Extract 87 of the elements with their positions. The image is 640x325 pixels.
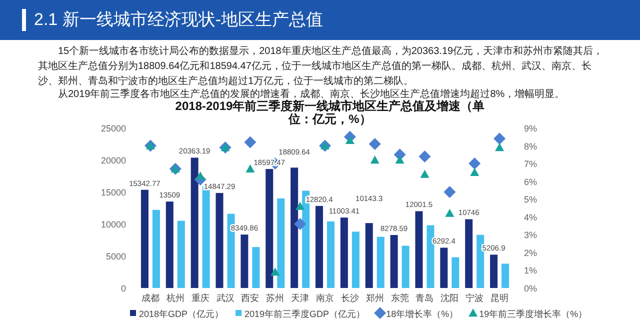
point: [418, 150, 431, 162]
point: [270, 268, 280, 276]
bar: [277, 198, 285, 288]
y2-tick-label: 0%: [524, 284, 538, 294]
y-tick-label: 0: [120, 284, 126, 294]
bar: [316, 206, 323, 288]
bar: [140, 190, 148, 288]
point: [370, 156, 380, 164]
chart-title: 2018-2019年前三季度新一线城市地区生产总值及增速（单位：亿元，%）: [174, 99, 486, 126]
y2-tick-label: 2%: [524, 248, 538, 258]
bar: [465, 219, 473, 288]
x-tick-label: 昆明: [490, 293, 509, 303]
y2-tick-label: 7%: [524, 159, 538, 170]
x-tick-label: 郑州: [366, 293, 384, 303]
x-tick-label: 杭州: [165, 293, 184, 303]
bar: [240, 234, 248, 288]
x-tick-label: 沈阳: [440, 293, 459, 303]
bar: [476, 234, 484, 288]
bar: [177, 220, 185, 288]
bar: [166, 202, 174, 288]
point: [368, 138, 381, 150]
bar: [327, 221, 334, 288]
bar: [152, 210, 160, 288]
point: [244, 136, 256, 148]
y-tick-label: 5000: [106, 252, 126, 262]
point: [246, 164, 255, 172]
bar: [376, 236, 384, 288]
point: [495, 143, 504, 152]
bar: [402, 246, 410, 288]
text: 2.1 新一线城市经济现状-地区生产总值: [34, 9, 324, 31]
point: [445, 208, 454, 217]
y2-tick-label: 3%: [524, 230, 538, 240]
x-tick-label: 南京: [316, 293, 334, 303]
legend-label: 19年前三季度增长率（%）: [479, 309, 588, 319]
point: [395, 156, 404, 164]
text: 15个新一线城市各市统计局公布的数据显示，2018年重庆地区生产总值最高，为20363.19亿元，天津市和苏州市紧随其后，其地区生产总值分别为18809.64亿元和18594.47亿元，位于一线城市地区生产总值的第一梯队。成都、杭州、武汉、南京、长沙、郑州、青岛和宁波市的地区生产总值均超过1万亿元，位于一线城市的第二梯队。: [38, 44, 604, 88]
x-tick-label: 长沙: [340, 293, 359, 303]
bar: [426, 225, 434, 288]
bar: [390, 235, 398, 288]
point: [470, 168, 480, 176]
text: 从2019年前三季度各市地区生产总值的发展的增速看，成都、南京、长沙地区生产总值增速均超过8%，增幅明显。: [57, 88, 566, 100]
point: [196, 172, 205, 180]
y2-tick-label: 6%: [524, 176, 538, 187]
bar: [290, 168, 298, 288]
x-tick-label: 青岛: [416, 293, 434, 303]
point: [420, 170, 430, 178]
point: [296, 202, 305, 210]
x-tick-label: 武汉: [216, 293, 234, 303]
y-tick-label: 25000: [100, 124, 126, 134]
point: [220, 143, 230, 152]
legend-label: 2019年前三季度GDP（亿元）: [244, 309, 366, 319]
bar: [415, 211, 423, 288]
bar: [490, 254, 498, 288]
legend-label: 18年增长率（%）: [386, 309, 458, 319]
bar: [190, 158, 198, 288]
point: [294, 218, 306, 230]
bar: [266, 168, 274, 288]
x-tick-label: 天津: [291, 293, 310, 303]
bar: [502, 264, 510, 288]
x-tick-label: 东莞: [390, 293, 409, 303]
x-tick-label: 苏州: [266, 293, 284, 303]
x-tick-label: 宁波: [466, 293, 484, 303]
point: [146, 141, 155, 150]
point: [345, 136, 354, 144]
legend-label: 2018年GDP（亿元）: [139, 309, 224, 319]
point: [170, 164, 180, 172]
y2-tick-label: 1%: [524, 266, 538, 276]
x-tick-label: 成都: [141, 293, 160, 303]
point: [444, 186, 456, 198]
bar: [452, 257, 460, 288]
y2-tick-label: 8%: [524, 141, 538, 152]
x-tick-label: 重庆: [191, 293, 210, 303]
y2-tick-label: 9%: [524, 124, 538, 134]
y-tick-label: 20000: [100, 156, 126, 166]
point: [494, 132, 506, 145]
y2-tick-label: 4%: [524, 212, 538, 222]
y-tick-label: 15000: [100, 188, 126, 198]
bar: [216, 192, 224, 288]
bar: [440, 248, 448, 288]
bar: [352, 232, 360, 288]
point: [468, 158, 481, 170]
bar: [340, 218, 348, 288]
bar: [365, 223, 373, 288]
y-tick-label: 10000: [100, 220, 126, 230]
y2-tick-label: 5%: [524, 194, 538, 205]
x-tick-label: 西安: [241, 293, 260, 303]
bar: [252, 247, 260, 288]
